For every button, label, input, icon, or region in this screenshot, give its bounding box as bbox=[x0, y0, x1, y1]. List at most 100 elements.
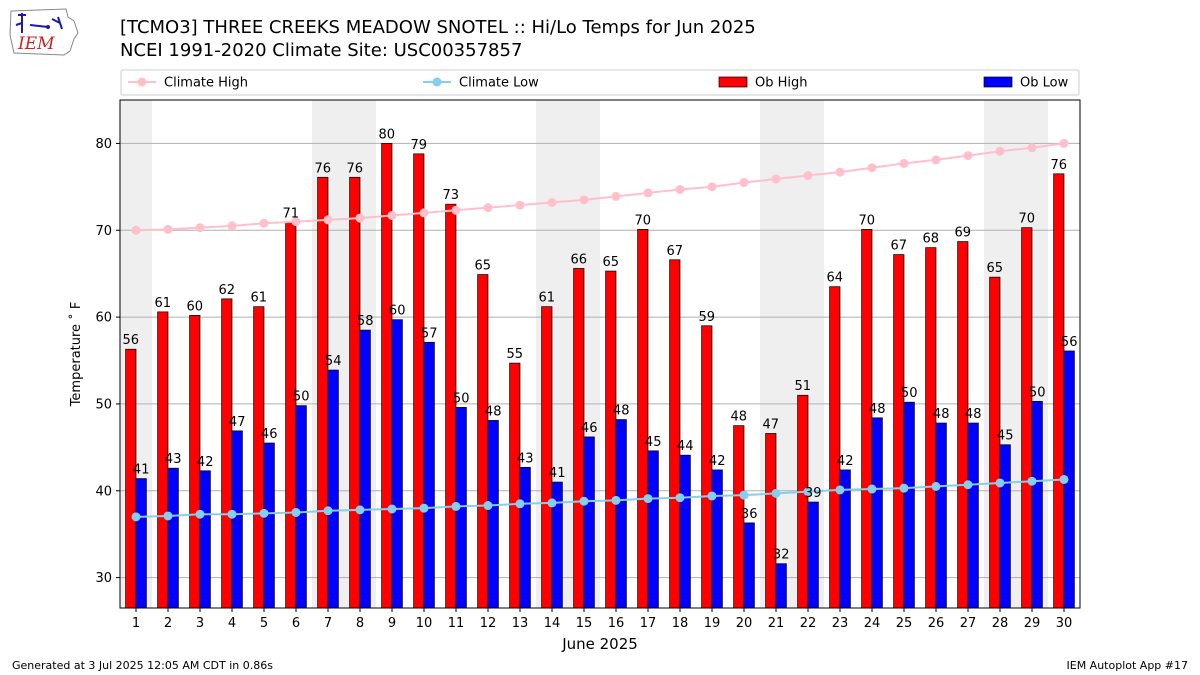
gridlines bbox=[120, 142, 1080, 579]
climate-low-point bbox=[515, 499, 525, 509]
ob-low-bar bbox=[391, 319, 403, 609]
climate-low-point bbox=[771, 488, 781, 498]
ob-low-bar bbox=[583, 436, 595, 609]
data-labels: 56 61 60 62 61 71 76 76 80 79 73 65 55 61 66 65 70 67 59 48… bbox=[123, 127, 1078, 562]
climate-low-point bbox=[1059, 474, 1069, 484]
ob-low-label: 57 bbox=[421, 326, 438, 341]
x-tick-label: 7 bbox=[324, 616, 332, 631]
ob-low-label: 58 bbox=[357, 314, 374, 329]
climate-high-point bbox=[451, 205, 461, 215]
climate-high-line bbox=[135, 142, 1065, 232]
climate-high-point bbox=[899, 158, 909, 168]
ob-low-bar bbox=[999, 444, 1011, 609]
ob-low-label: 36 bbox=[741, 507, 758, 522]
climate-high-point bbox=[323, 215, 333, 225]
x-tick-label: 6 bbox=[292, 616, 300, 631]
ob-low-label: 32 bbox=[773, 548, 790, 563]
ob-high-bar bbox=[317, 176, 329, 609]
ob-high-bar bbox=[125, 348, 137, 609]
ob-high-label: 79 bbox=[411, 138, 428, 153]
ob-low-bar bbox=[1031, 400, 1043, 609]
ob-high-bar bbox=[477, 274, 489, 609]
ob-low-label: 42 bbox=[197, 455, 214, 470]
ob-low-bar bbox=[775, 563, 787, 609]
x-tick-label: 1 bbox=[132, 616, 140, 631]
x-tick-label: 8 bbox=[356, 616, 364, 631]
climate-high-point bbox=[419, 208, 429, 218]
climate-high-point bbox=[1059, 138, 1069, 148]
legend-marker-climate-high bbox=[137, 77, 147, 87]
ob-low-label: 42 bbox=[837, 454, 854, 469]
ob-high-label: 76 bbox=[347, 161, 364, 176]
bar-series bbox=[125, 143, 1075, 609]
ob-high-bar bbox=[797, 394, 809, 609]
ob-high-bar bbox=[957, 241, 969, 609]
ob-low-label: 46 bbox=[261, 427, 278, 442]
logo-text: IEM bbox=[17, 34, 55, 54]
legend: Climate High Climate Low Ob High Ob Low bbox=[120, 69, 1080, 96]
x-tick-label: 17 bbox=[640, 616, 657, 631]
ob-high-bar bbox=[765, 433, 777, 609]
ob-high-bar bbox=[509, 362, 521, 609]
ob-low-bar bbox=[167, 467, 179, 609]
climate-low-point bbox=[387, 504, 397, 514]
ob-high-bar bbox=[637, 229, 649, 609]
x-tick-label: 26 bbox=[928, 616, 945, 631]
ob-low-label: 45 bbox=[997, 429, 1014, 444]
ob-high-bar bbox=[541, 306, 553, 609]
y-tick-label: 60 bbox=[95, 311, 112, 326]
climate-low-point bbox=[835, 485, 845, 495]
chart-subtitle: NCEI 1991-2020 Climate Site: USC00357857 bbox=[120, 40, 523, 61]
x-tick-label: 23 bbox=[832, 616, 849, 631]
x-tick-label: 4 bbox=[228, 616, 236, 631]
climate-high-point bbox=[131, 225, 141, 235]
ob-low-label: 46 bbox=[581, 421, 598, 436]
x-tick-label: 18 bbox=[672, 616, 689, 631]
climate-high-point bbox=[995, 146, 1005, 156]
ob-high-label: 65 bbox=[987, 261, 1004, 276]
ob-high-label: 62 bbox=[219, 283, 236, 298]
ob-low-label: 50 bbox=[1029, 385, 1046, 400]
ob-high-label: 47 bbox=[763, 417, 780, 432]
ob-low-bar bbox=[743, 522, 755, 609]
ob-high-label: 65 bbox=[475, 259, 492, 274]
ob-high-label: 65 bbox=[603, 255, 620, 270]
ob-high-bar bbox=[1053, 173, 1065, 609]
climate-low-point bbox=[707, 491, 717, 501]
climate-high-point bbox=[227, 221, 237, 231]
climate-high-point bbox=[835, 167, 845, 177]
ob-high-label: 73 bbox=[443, 188, 460, 203]
climate-high-point bbox=[803, 171, 813, 181]
ob-high-label: 60 bbox=[187, 299, 204, 314]
ob-low-label: 45 bbox=[645, 435, 662, 450]
ob-high-bar bbox=[669, 259, 681, 609]
legend-swatch-ob-high bbox=[718, 76, 748, 88]
ob-high-bar bbox=[1021, 227, 1033, 609]
ob-high-label: 55 bbox=[507, 347, 524, 362]
ob-low-bar bbox=[423, 341, 435, 609]
x-tick-label: 29 bbox=[1024, 616, 1041, 631]
y-tick-label: 40 bbox=[95, 484, 112, 499]
y-tick-label: 30 bbox=[95, 571, 112, 586]
ob-low-label: 60 bbox=[389, 304, 406, 319]
climate-high-point bbox=[867, 163, 877, 173]
climate-high-point bbox=[675, 184, 685, 194]
x-tick-label: 11 bbox=[448, 616, 465, 631]
climate-low-point bbox=[355, 505, 365, 515]
y-tick-label: 50 bbox=[95, 397, 112, 412]
climate-high-point bbox=[547, 197, 557, 207]
climate-high-point bbox=[483, 203, 493, 213]
climate-low-point bbox=[803, 487, 813, 497]
ob-low-label: 48 bbox=[933, 407, 950, 422]
ob-high-bar bbox=[861, 229, 873, 609]
x-tick-label: 19 bbox=[704, 616, 721, 631]
ob-low-label: 43 bbox=[165, 452, 182, 467]
ob-high-label: 64 bbox=[827, 271, 844, 286]
x-tick-label: 9 bbox=[388, 616, 396, 631]
ob-high-bar bbox=[349, 176, 361, 609]
ob-low-label: 48 bbox=[965, 407, 982, 422]
legend-marker-climate-low bbox=[432, 77, 442, 87]
ob-low-label: 39 bbox=[805, 486, 822, 501]
y-axis-label: Temperature ˚ F bbox=[68, 302, 84, 408]
ob-low-label: 47 bbox=[229, 415, 246, 430]
